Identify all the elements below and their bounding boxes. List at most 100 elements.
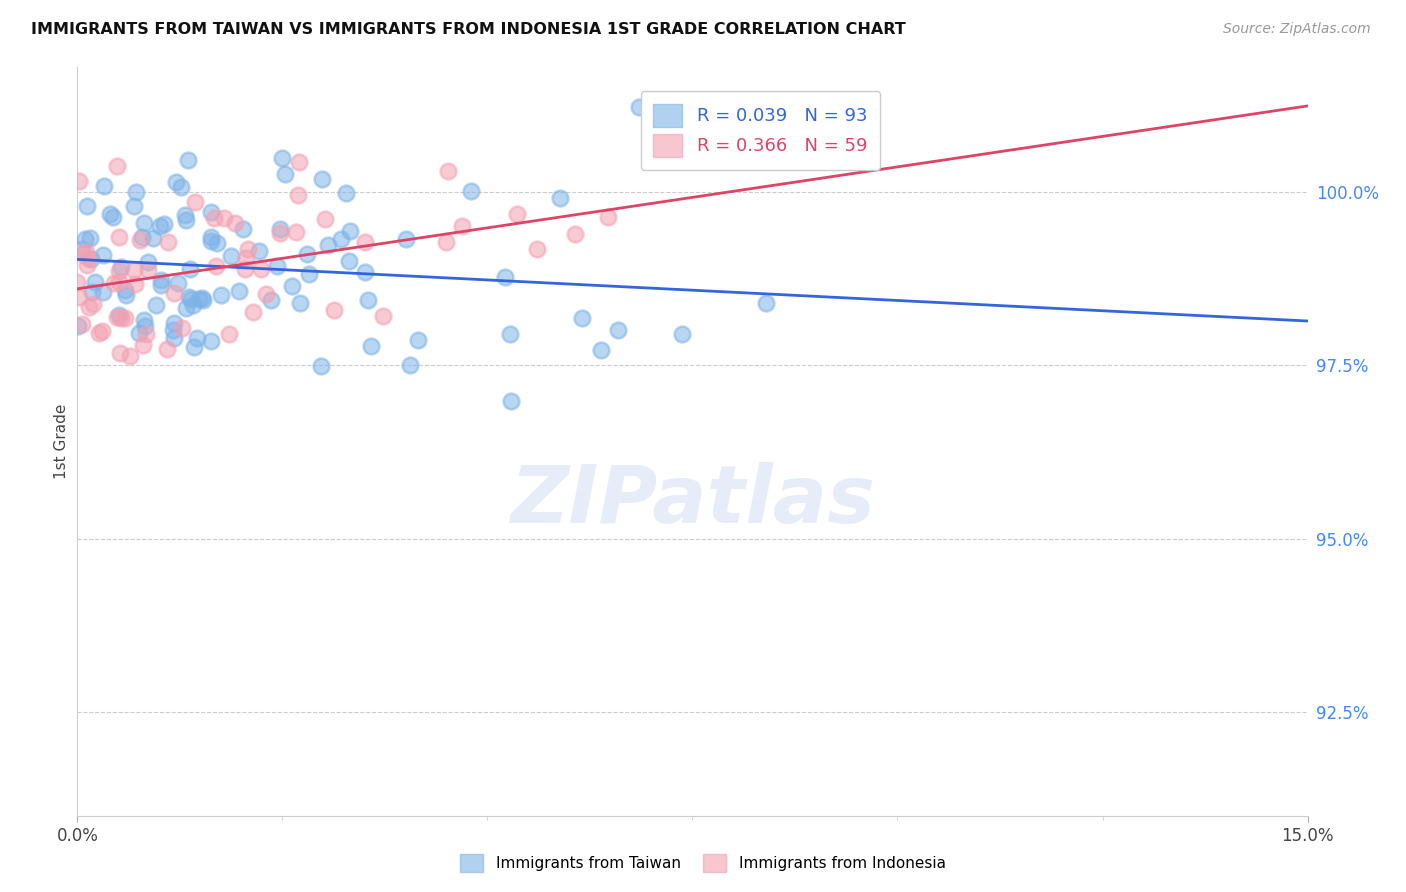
Point [499, 327, 522, 342]
Point [166, 276, 188, 290]
Point [124, 277, 146, 292]
Point [108, 275, 131, 289]
Point [122, 262, 145, 277]
Point [114, 288, 136, 302]
Point [172, 321, 194, 335]
Point [67, 290, 90, 304]
Point [75, 245, 97, 260]
Point [436, 164, 458, 178]
Point [287, 188, 309, 202]
Point [235, 252, 257, 266]
Point [571, 310, 593, 325]
Point [110, 260, 132, 274]
Point [181, 298, 204, 312]
Point [335, 186, 357, 201]
Point [177, 290, 200, 304]
Point [434, 235, 457, 250]
Point [242, 305, 264, 319]
Point [205, 235, 228, 250]
Point [174, 301, 197, 315]
Point [186, 331, 208, 345]
Point [163, 331, 186, 345]
Point [212, 211, 235, 225]
Point [202, 211, 225, 225]
Point [70, 317, 93, 331]
Point [250, 262, 273, 277]
Point [271, 151, 294, 165]
Point [72, 247, 94, 261]
Point [80, 252, 103, 266]
Point [205, 259, 228, 273]
Point [145, 298, 167, 312]
Point [114, 311, 136, 326]
Point [93, 179, 115, 194]
Point [136, 255, 159, 269]
Point [494, 269, 516, 284]
Point [200, 230, 222, 244]
Point [353, 235, 375, 249]
Point [153, 217, 176, 231]
Point [191, 293, 214, 308]
Point [66, 275, 89, 289]
Point [124, 186, 146, 200]
Point [247, 244, 270, 259]
Point [339, 224, 361, 238]
Point [219, 249, 242, 263]
Point [235, 262, 257, 277]
Point [162, 323, 184, 337]
Text: IMMIGRANTS FROM TAIWAN VS IMMIGRANTS FROM INDONESIA 1ST GRADE CORRELATION CHART: IMMIGRANTS FROM TAIWAN VS IMMIGRANTS FRO… [31, 22, 905, 37]
Point [107, 229, 129, 244]
Point [83, 275, 105, 289]
Point [254, 286, 277, 301]
Point [284, 225, 307, 239]
Point [91, 247, 114, 261]
Point [134, 318, 156, 333]
Point [132, 338, 155, 352]
Point [131, 229, 153, 244]
Point [371, 309, 394, 323]
Point [136, 262, 159, 277]
Point [132, 216, 155, 230]
Point [671, 327, 693, 342]
Point [598, 210, 620, 224]
Point [163, 316, 186, 330]
Point [142, 230, 165, 244]
Point [76, 258, 98, 272]
Point [269, 222, 291, 236]
Point [155, 342, 177, 356]
Point [174, 212, 197, 227]
Point [755, 296, 778, 310]
Point [316, 238, 339, 252]
Point [228, 284, 250, 298]
Point [607, 323, 630, 337]
Point [148, 219, 170, 234]
Point [82, 297, 104, 311]
Point [118, 349, 141, 363]
Point [450, 219, 472, 234]
Legend: R = 0.039   N = 93, R = 0.366   N = 59: R = 0.039 N = 93, R = 0.366 N = 59 [641, 91, 880, 169]
Point [269, 226, 291, 240]
Point [191, 291, 214, 305]
Point [165, 175, 187, 189]
Point [266, 259, 288, 273]
Point [183, 340, 205, 354]
Point [406, 333, 429, 347]
Point [76, 199, 98, 213]
Point [259, 293, 281, 308]
Point [128, 326, 150, 340]
Point [77, 300, 100, 314]
Point [91, 285, 114, 299]
Point [67, 174, 90, 188]
Point [177, 153, 200, 167]
Point [506, 207, 529, 221]
Point [135, 327, 157, 342]
Point [105, 159, 128, 173]
Point [550, 191, 572, 205]
Point [73, 232, 96, 246]
Point [281, 279, 304, 293]
Point [238, 242, 260, 256]
Point [288, 155, 311, 169]
Point [353, 265, 375, 279]
Point [188, 293, 211, 307]
Point [200, 205, 222, 219]
